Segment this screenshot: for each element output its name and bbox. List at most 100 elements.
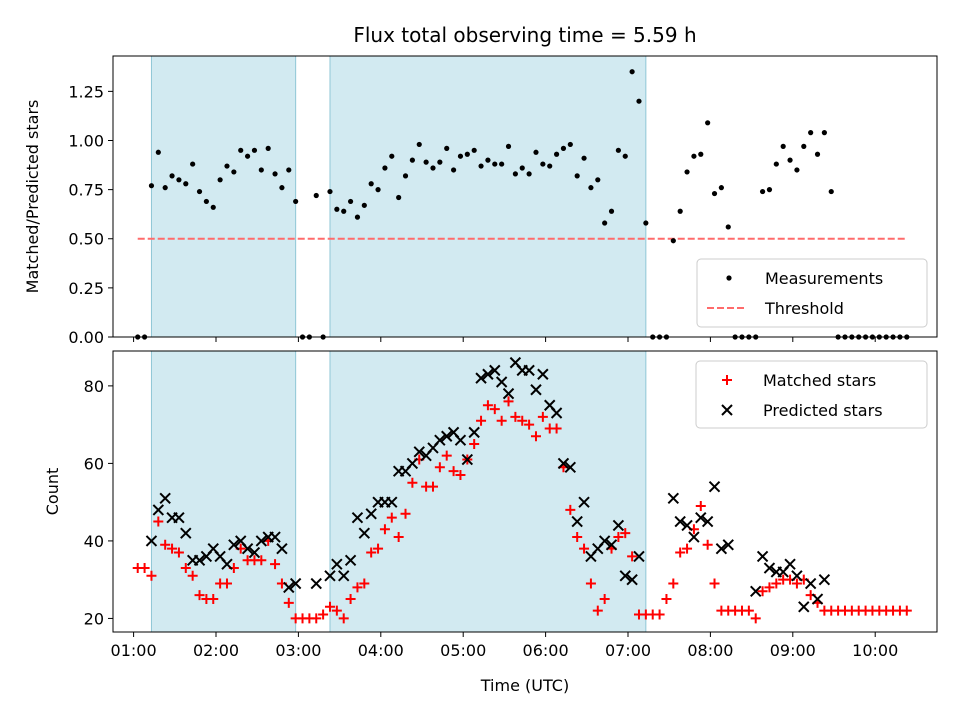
predicted-star-point <box>598 535 611 547</box>
measurement-point <box>148 183 155 189</box>
matched-star-point <box>469 439 480 450</box>
top-legend-box <box>696 258 928 328</box>
measurement-point <box>286 167 292 173</box>
x-axis-label: Time (UTC) <box>480 676 569 695</box>
predicted-star-point <box>482 368 494 380</box>
measurement-point <box>766 187 773 193</box>
measurement-point <box>547 163 553 169</box>
top-y-axis-label: Matched/Predicted stars <box>23 100 42 294</box>
measurement-point <box>361 202 367 208</box>
predicted-star-point <box>619 570 631 582</box>
predicted-star-point <box>530 384 542 396</box>
predicted-star-point <box>523 364 535 377</box>
measurement-point <box>169 173 175 179</box>
matched-star-point <box>482 400 493 411</box>
matched-star-point <box>620 528 631 539</box>
matched-star-point <box>311 613 322 624</box>
x-tick-label: 01:00 <box>111 641 157 660</box>
predicted-star-point <box>695 511 707 524</box>
predicted-star-point <box>612 519 625 532</box>
predicted-star-point <box>461 453 474 466</box>
x-tick-label: 06:00 <box>523 641 569 660</box>
predicted-star-point <box>241 542 254 555</box>
predicted-star-point <box>228 539 240 551</box>
measurement-point <box>595 177 601 183</box>
bottom-axes-frame <box>112 350 938 633</box>
measurement-point <box>210 204 216 210</box>
matched-star-point <box>345 594 356 605</box>
measurement-point <box>540 161 546 167</box>
measurement-point <box>526 171 532 177</box>
matched-star-point <box>352 582 363 593</box>
measurement-point <box>505 143 512 149</box>
measurement-point <box>622 153 628 159</box>
predicted-star-point <box>324 570 336 582</box>
matched-star-point <box>503 396 514 407</box>
matched-star-point <box>585 578 596 589</box>
measurement-point <box>368 181 374 187</box>
predicted-star-point <box>708 480 721 493</box>
measurement-point <box>327 188 333 195</box>
matched-star-point <box>743 605 754 616</box>
predicted-star-point <box>289 577 302 590</box>
y-tick-label: 20 <box>84 609 104 628</box>
matched-star-point <box>448 466 459 477</box>
matched-star-point <box>167 543 178 554</box>
matched-star-point <box>682 543 693 554</box>
predicted-star-point <box>331 558 343 570</box>
matched-star-point <box>386 512 397 523</box>
predicted-star-point <box>365 508 377 520</box>
measurement-point <box>533 149 539 155</box>
measurement-point <box>814 151 821 157</box>
measurement-point <box>602 220 608 226</box>
bottom-panel: 20 40 60 80 01:00 02:00 03:00 04:00 05:00 06:00 07… <box>43 350 938 695</box>
measurement-point <box>341 208 347 214</box>
measurement-point <box>437 159 443 165</box>
measurement-point <box>231 169 237 175</box>
matched-star-point <box>654 609 665 620</box>
matched-star-point <box>524 419 535 430</box>
measurement-point <box>794 167 800 173</box>
matched-star-point <box>146 570 157 581</box>
predicted-star-point <box>722 539 734 551</box>
measurement-point <box>711 190 718 197</box>
measurement-point <box>224 163 230 169</box>
shaded-interval <box>329 56 646 337</box>
measurement-point <box>409 157 415 163</box>
measurement-point <box>759 188 766 195</box>
measurement-point <box>492 161 498 167</box>
measurement-point <box>450 167 457 173</box>
measurement-point <box>512 171 518 177</box>
measurement-point <box>464 151 470 157</box>
predicted-star-point <box>255 535 268 547</box>
predicted-star-point <box>818 573 831 586</box>
measurement-point <box>457 153 464 159</box>
predicted-star-point <box>152 504 165 516</box>
y-tick-label: 40 <box>84 532 104 551</box>
measurement-point <box>698 151 704 157</box>
measurement-point <box>396 194 402 201</box>
predicted-star-point <box>441 430 453 442</box>
predicted-star-point <box>750 585 762 598</box>
bottom-shaded-intervals <box>150 351 647 632</box>
x-tick-label: 09:00 <box>770 641 816 660</box>
legend-predicted-marker <box>721 404 733 416</box>
matched-star-point <box>695 501 706 512</box>
measurement-point <box>279 185 285 191</box>
measurement-point <box>821 130 827 136</box>
matched-star-point <box>722 375 732 385</box>
predicted-star-point <box>688 531 700 543</box>
top-axes-frame <box>112 55 938 338</box>
matched-star-point <box>441 450 452 461</box>
y-tick-label: 60 <box>84 454 104 473</box>
measurement-point <box>581 155 587 161</box>
predicted-star-point <box>193 554 206 567</box>
matched-star-point <box>324 601 335 612</box>
predicted-star-point <box>537 368 549 380</box>
measurement-point <box>629 69 635 75</box>
matched-star-point <box>180 563 191 574</box>
shaded-interval <box>151 351 296 632</box>
measurement-point <box>183 181 189 187</box>
matched-star-point <box>373 543 384 554</box>
matched-star-point <box>338 613 349 624</box>
